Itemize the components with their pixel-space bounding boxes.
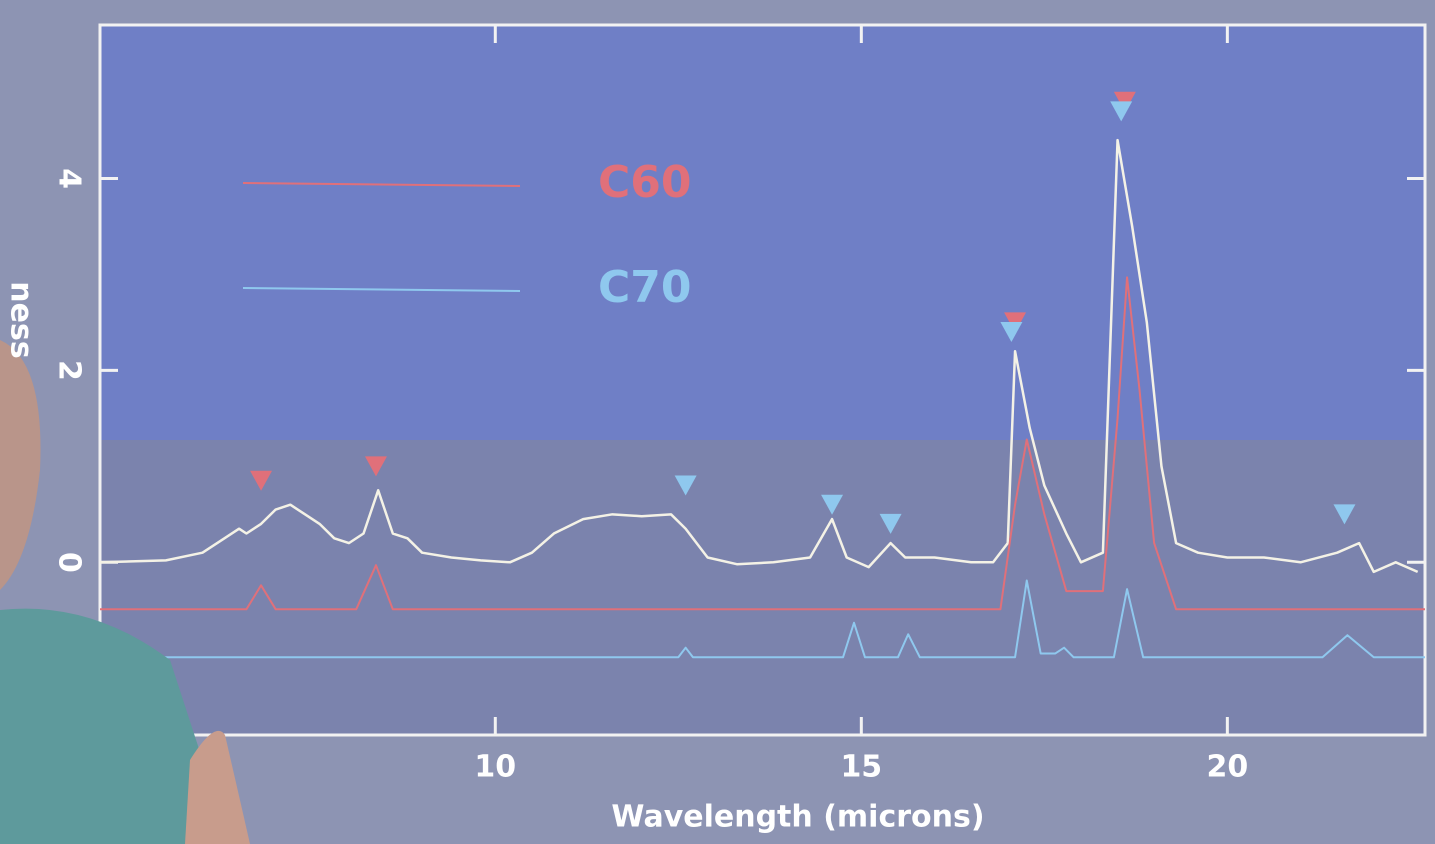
y-tick-label: 0 bbox=[52, 552, 87, 573]
legend-label: C60 bbox=[598, 157, 692, 208]
plot-lower bbox=[100, 440, 1425, 735]
chart: 10 15 20 0 2 4 C60 C70 ness Wavelength (microns… bbox=[0, 0, 1435, 844]
x-tick-label: 15 bbox=[840, 750, 882, 785]
legend-label: C70 bbox=[598, 262, 692, 313]
y-tick-label: 2 bbox=[52, 360, 87, 381]
x-tick-label: 20 bbox=[1206, 750, 1248, 785]
y-tick-label: 4 bbox=[52, 168, 87, 189]
plot-upper bbox=[100, 25, 1425, 440]
x-tick-label: 10 bbox=[474, 750, 516, 785]
y-axis-label: ness bbox=[4, 281, 39, 358]
x-axis-label: Wavelength (microns) bbox=[611, 800, 984, 835]
